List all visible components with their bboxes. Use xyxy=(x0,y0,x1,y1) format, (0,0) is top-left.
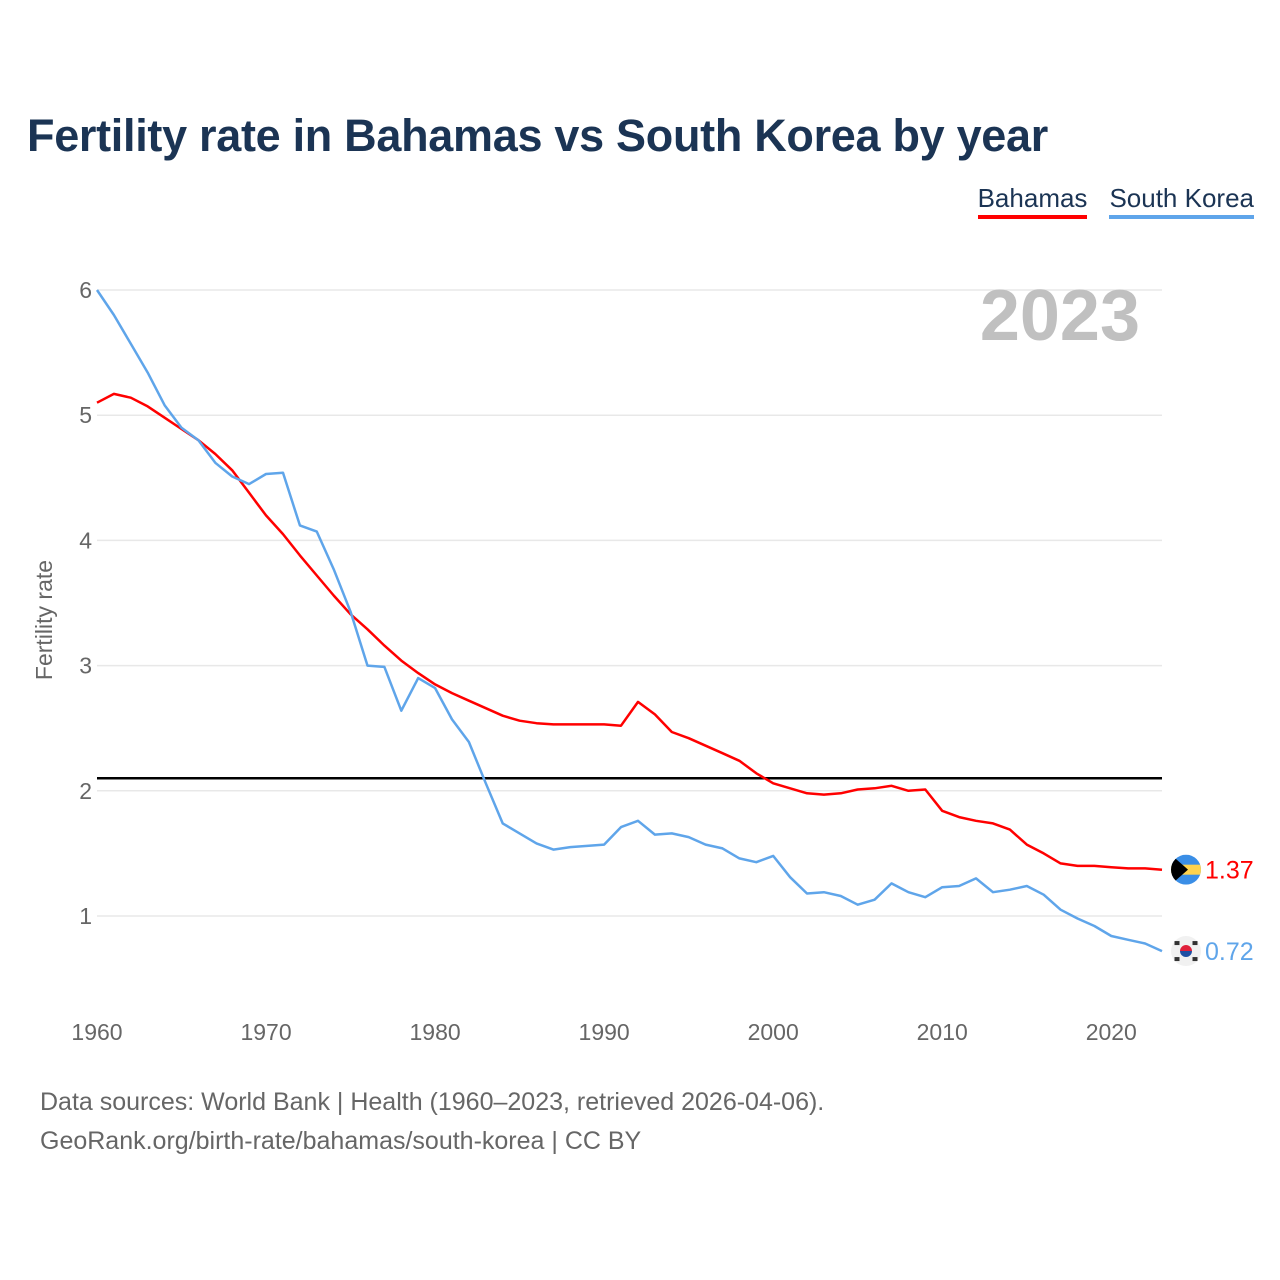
y-tick-label: 3 xyxy=(79,653,92,679)
y-tick-label: 4 xyxy=(79,527,92,553)
end-value-label: 0.72 xyxy=(1205,938,1254,966)
flag-trigram xyxy=(1192,957,1198,962)
legend-item-bahamas[interactable]: Bahamas xyxy=(977,183,1088,219)
chart-title: Fertility rate in Bahamas vs South Korea… xyxy=(27,110,1048,161)
legend: Bahamas South Korea xyxy=(977,183,1254,219)
flag-taegeuk-blue xyxy=(1180,951,1192,958)
year-watermark: 2023 xyxy=(980,276,1140,356)
y-tick-label: 1 xyxy=(79,903,92,929)
series-line-south-korea xyxy=(95,289,1163,953)
y-tick-label: 2 xyxy=(79,778,92,804)
x-tick-label: 1970 xyxy=(240,1019,291,1045)
y-tick-label: 5 xyxy=(79,402,92,428)
footer-source: Data sources: World Bank | Health (1960–… xyxy=(40,1088,825,1116)
x-tick-label: 1990 xyxy=(579,1019,630,1045)
y-tick-label: 6 xyxy=(79,277,92,303)
x-tick-label: 2000 xyxy=(748,1019,799,1045)
x-tick-label: 1960 xyxy=(71,1019,122,1045)
flag-taegeuk-red xyxy=(1180,945,1192,952)
flag-body xyxy=(1171,854,1201,885)
flag-trigram xyxy=(1174,941,1180,946)
flag-triangle xyxy=(1171,854,1188,885)
bahamas-flag-icon xyxy=(1171,854,1201,885)
footer-attribution[interactable]: GeoRank.org/birth-rate/bahamas/south-kor… xyxy=(40,1127,642,1155)
x-tick-label: 2020 xyxy=(1086,1019,1137,1045)
flag-trigram xyxy=(1192,941,1198,946)
x-tick-label: 2010 xyxy=(917,1019,968,1045)
series-line-bahamas xyxy=(96,392,1163,871)
x-tick-label: 1980 xyxy=(410,1019,461,1045)
end-value-label: 1.37 xyxy=(1205,857,1254,885)
legend-item-south-korea[interactable]: South Korea xyxy=(1109,183,1254,219)
south-korea-flag-icon xyxy=(1171,936,1201,967)
flag-trigram xyxy=(1174,957,1180,962)
y-axis-label: Fertility rate xyxy=(31,560,57,680)
